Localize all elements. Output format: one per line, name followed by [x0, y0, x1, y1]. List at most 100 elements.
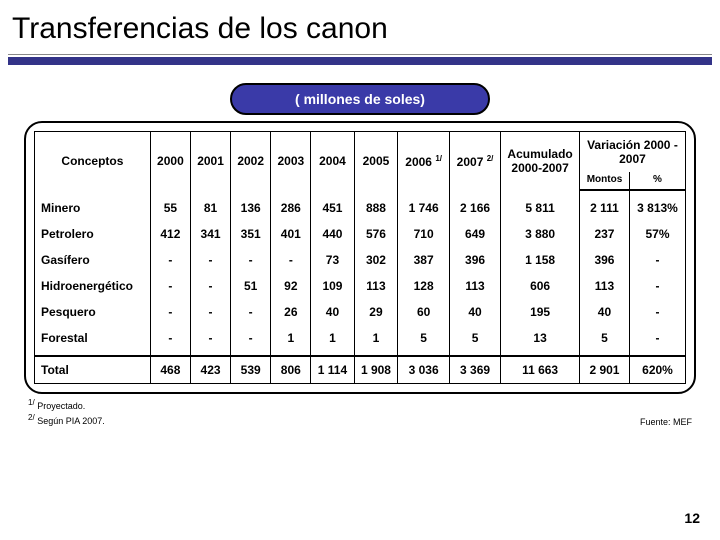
table-cell: 412 — [150, 221, 190, 247]
table-cell: 286 — [271, 190, 311, 221]
table-cell: 60 — [398, 299, 449, 325]
table-cell: 5 — [398, 325, 449, 356]
table-cell: 195 — [501, 299, 580, 325]
table-cell: 1 — [271, 325, 311, 356]
col-2004: 2004 — [311, 132, 354, 191]
col-2001: 2001 — [190, 132, 230, 191]
table-cell: 3 813% — [630, 190, 686, 221]
total-cell: 620% — [630, 356, 686, 384]
total-cell: 468 — [150, 356, 190, 384]
table-cell: 5 — [579, 325, 629, 356]
table-row: Petrolero4123413514014405767106493 88023… — [35, 221, 686, 247]
table-cell: - — [150, 299, 190, 325]
table-cell: - — [630, 299, 686, 325]
table-cell: 128 — [398, 273, 449, 299]
table-cell: 237 — [579, 221, 629, 247]
table-cell: 396 — [449, 247, 500, 273]
table-cell: - — [150, 325, 190, 356]
table-cell: 40 — [311, 299, 354, 325]
table-cell: 51 — [231, 273, 271, 299]
total-cell: 806 — [271, 356, 311, 384]
col-2003: 2003 — [271, 132, 311, 191]
table-row: Pesquero---264029604019540- — [35, 299, 686, 325]
total-cell: 3 369 — [449, 356, 500, 384]
table-cell: - — [630, 325, 686, 356]
table-cell: 136 — [231, 190, 271, 221]
table-cell: 29 — [354, 299, 398, 325]
table-cell: 55 — [150, 190, 190, 221]
footnote-2: 2/ Según PIA 2007. — [28, 413, 105, 428]
slide-title: Transferencias de los canon — [0, 0, 720, 54]
total-cell: 3 036 — [398, 356, 449, 384]
table-row: Forestal---11155135- — [35, 325, 686, 356]
table-cell: 606 — [501, 273, 580, 299]
canon-table: Conceptos 2000 2001 2002 2003 2004 2005 … — [34, 131, 686, 384]
table-cell: 1 746 — [398, 190, 449, 221]
title-rule-thick — [8, 57, 712, 65]
table-cell: 73 — [311, 247, 354, 273]
col-2000: 2000 — [150, 132, 190, 191]
table-panel: Conceptos 2000 2001 2002 2003 2004 2005 … — [24, 121, 696, 394]
col-2006: 2006 1/ — [398, 132, 449, 191]
total-cell: 1 114 — [311, 356, 354, 384]
table-cell: - — [231, 325, 271, 356]
table-cell: 451 — [311, 190, 354, 221]
table-cell: 302 — [354, 247, 398, 273]
table-row: Minero55811362864518881 7462 1665 8112 1… — [35, 190, 686, 221]
subtitle-pill: ( millones de soles) — [230, 83, 490, 115]
col-variacion-pct: % — [630, 172, 686, 190]
col-acumulado: Acumulado 2000-2007 — [501, 132, 580, 191]
footnotes: 1/ Proyectado. 2/ Según PIA 2007. Fuente… — [28, 398, 692, 427]
footnote-1: 1/ Proyectado. — [28, 398, 105, 413]
table-cell: 649 — [449, 221, 500, 247]
table-cell: 113 — [579, 273, 629, 299]
table-cell: - — [190, 273, 230, 299]
table-cell: - — [231, 247, 271, 273]
table-row: Hidroenergético--5192109113128113606113- — [35, 273, 686, 299]
col-2002: 2002 — [231, 132, 271, 191]
table-cell: 81 — [190, 190, 230, 221]
table-cell: - — [190, 247, 230, 273]
table-body: Minero55811362864518881 7462 1665 8112 1… — [35, 190, 686, 356]
table-cell: 3 880 — [501, 221, 580, 247]
table-cell: - — [190, 299, 230, 325]
table-cell: - — [150, 273, 190, 299]
table-cell: 2 166 — [449, 190, 500, 221]
table-cell: 92 — [271, 273, 311, 299]
table-cell: 401 — [271, 221, 311, 247]
table-cell: 113 — [354, 273, 398, 299]
table-cell: 40 — [579, 299, 629, 325]
total-label: Total — [35, 356, 151, 384]
table-cell: 26 — [271, 299, 311, 325]
table-cell: 440 — [311, 221, 354, 247]
table-cell: 40 — [449, 299, 500, 325]
col-variacion-montos: Montos — [579, 172, 629, 190]
row-label: Forestal — [35, 325, 151, 356]
table-cell: 576 — [354, 221, 398, 247]
table-cell: 396 — [579, 247, 629, 273]
col-2005: 2005 — [354, 132, 398, 191]
table-cell: 351 — [231, 221, 271, 247]
table-cell: 341 — [190, 221, 230, 247]
table-cell: 387 — [398, 247, 449, 273]
total-cell: 423 — [190, 356, 230, 384]
table-cell: - — [630, 273, 686, 299]
table-row: Gasífero----733023873961 158396- — [35, 247, 686, 273]
footnote-source: Fuente: MEF — [640, 417, 692, 427]
total-cell: 2 901 — [579, 356, 629, 384]
table-cell: - — [150, 247, 190, 273]
col-variacion: Variación 2000 - 2007 — [579, 132, 685, 173]
table-cell: 57% — [630, 221, 686, 247]
table-cell: 5 811 — [501, 190, 580, 221]
row-label: Hidroenergético — [35, 273, 151, 299]
table-cell: 1 — [311, 325, 354, 356]
total-cell: 539 — [231, 356, 271, 384]
col-conceptos: Conceptos — [35, 132, 151, 191]
table-cell: 1 — [354, 325, 398, 356]
total-cell: 11 663 — [501, 356, 580, 384]
title-rule-thin — [8, 54, 712, 55]
table-cell: 113 — [449, 273, 500, 299]
page-number: 12 — [684, 510, 700, 526]
table-cell: - — [231, 299, 271, 325]
table-total-row: Total 468 423 539 806 1 114 1 908 3 036 … — [35, 356, 686, 384]
